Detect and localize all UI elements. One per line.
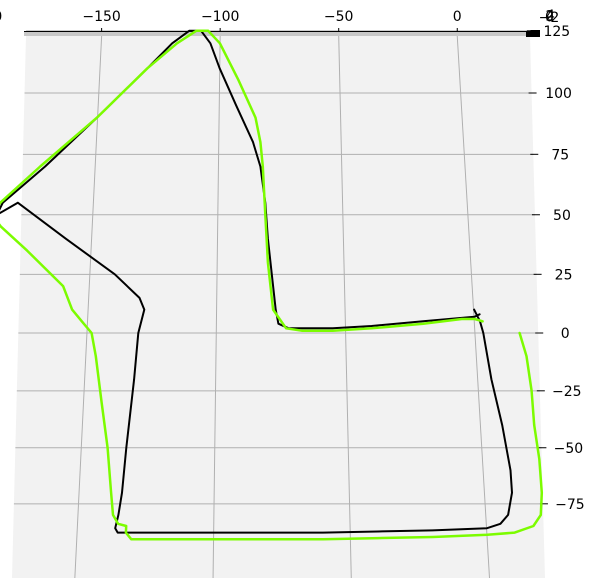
y-tick-label: 50	[553, 208, 571, 224]
axis-corner-block	[526, 31, 540, 37]
y-tick-label: 75	[551, 147, 569, 163]
axis-corner-arrow	[530, 30, 540, 36]
x-tick-label: −200	[0, 9, 2, 25]
x-tick-label: −50	[324, 9, 354, 25]
x-grid-line	[212, 35, 221, 578]
x-axis-pane-edge	[24, 32, 532, 36]
top-axis	[24, 30, 540, 37]
x-tick-label: −100	[201, 9, 239, 25]
x-grid-line	[456, 35, 491, 578]
x-tick-label: −150	[82, 9, 120, 25]
y-tick-label: 0	[561, 326, 570, 342]
grid-lines	[13, 30, 543, 578]
y-ticks: 125 100 75 50 25 0 −25 −50 −75	[526, 24, 585, 513]
x-grid-line	[338, 35, 352, 578]
x-ticks: −200 −150 −100 −50 0	[0, 9, 462, 32]
x-grid-line	[74, 35, 103, 578]
y-tick-label: 125	[543, 24, 570, 40]
plot-area: −200−150−100−500 1251007550250−25−50−75 …	[0, 8, 585, 578]
y-tick-label: −75	[555, 497, 585, 513]
y-tick-label: 25	[555, 267, 573, 283]
z-tick-label: 0	[545, 9, 554, 25]
series	[0, 29, 544, 541]
z-tick-label: 2	[546, 9, 555, 25]
series-line-1	[0, 29, 544, 541]
back-pane	[12, 36, 545, 578]
y-tick-label: −50	[554, 441, 584, 457]
y-tick-label: 100	[545, 86, 572, 102]
y-tick-label: −25	[552, 384, 582, 400]
z-tick-label: −2	[539, 10, 560, 26]
x-tick-label: 0	[453, 9, 462, 25]
series-line-0	[0, 29, 513, 534]
z-tick-label: 4	[546, 8, 555, 24]
